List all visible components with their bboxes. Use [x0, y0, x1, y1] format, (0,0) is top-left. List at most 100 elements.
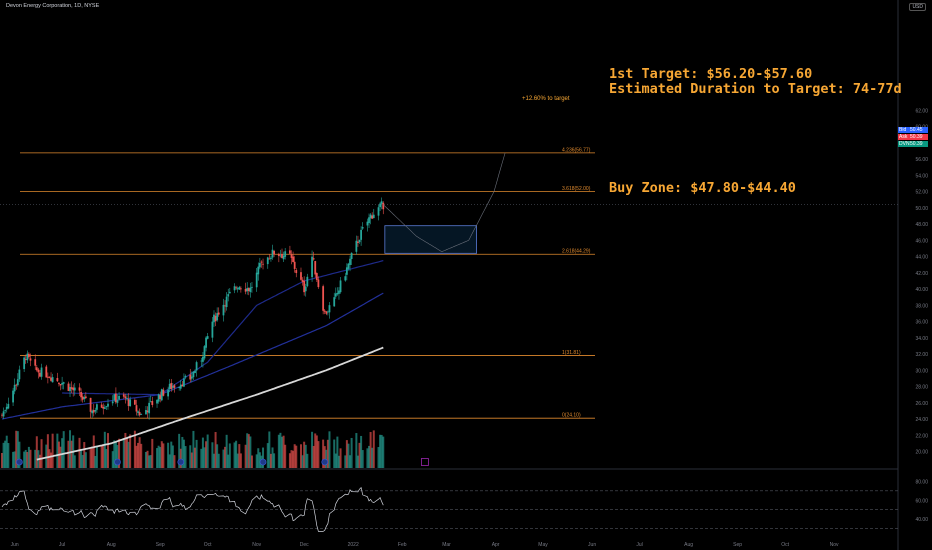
- volume-bar: [306, 453, 309, 468]
- candle-body: [358, 239, 361, 243]
- candle-body: [13, 384, 16, 392]
- volume-bar: [179, 448, 182, 468]
- volume-bar: [81, 455, 84, 468]
- rsi-tick-label: 40.00: [915, 517, 928, 523]
- volume-bar: [51, 433, 54, 468]
- volume-bar: [144, 451, 147, 468]
- volume-bar: [111, 451, 114, 468]
- candle-body: [372, 214, 375, 219]
- candle-body: [126, 397, 128, 399]
- volume-bar: [349, 455, 352, 468]
- candle-body: [179, 384, 182, 389]
- candle-body: [135, 405, 138, 412]
- candle-body: [124, 396, 127, 399]
- projection-path: [383, 152, 506, 253]
- volume-bar: [140, 443, 143, 468]
- volume-bar: [160, 441, 163, 468]
- candle-body: [62, 382, 65, 384]
- currency-badge[interactable]: USD: [909, 3, 926, 11]
- candle-body: [24, 359, 27, 360]
- volume-bar: [238, 444, 241, 468]
- volume-bar: [80, 450, 83, 468]
- y-tick-label: 54.00: [915, 173, 928, 179]
- volume-bar: [170, 441, 173, 468]
- volume-bar: [216, 444, 219, 468]
- fib-level-label: 1(31.81): [562, 350, 581, 356]
- candle-body: [58, 382, 60, 384]
- volume-bar: [124, 432, 127, 468]
- candle-body: [192, 371, 195, 378]
- candle-body: [228, 291, 231, 294]
- candle-body: [29, 358, 32, 361]
- volume-bar: [171, 445, 174, 468]
- y-tick-label: 32.00: [915, 352, 928, 358]
- volume-bar: [224, 446, 227, 468]
- candle-body: [129, 399, 132, 407]
- candle-body: [4, 409, 7, 411]
- volume-bar: [281, 436, 284, 468]
- ma-slow-line: [36, 346, 384, 461]
- candle-body: [349, 258, 351, 265]
- volume-bar: [73, 455, 76, 468]
- volume-bar: [356, 455, 359, 468]
- candle-body: [328, 305, 331, 313]
- candle-body: [213, 314, 215, 323]
- volume-bar: [127, 441, 130, 468]
- candle-body: [35, 367, 38, 371]
- volume-bar: [382, 436, 385, 468]
- candle-body: [266, 257, 269, 265]
- candle-body: [102, 406, 105, 409]
- volume-bar: [105, 449, 108, 468]
- candle-body: [146, 410, 149, 413]
- volume-bar: [91, 446, 94, 468]
- target-annotation: 1st Target: $56.20-$57.60: [609, 66, 813, 82]
- volume-bar: [113, 440, 116, 468]
- volume-bar: [194, 447, 197, 468]
- candle-body: [357, 241, 359, 243]
- volume-bar: [173, 455, 176, 468]
- volume-bar: [326, 439, 329, 468]
- volume-bar: [255, 454, 258, 468]
- candle-body: [37, 369, 40, 373]
- candle-body: [84, 396, 87, 398]
- volume-bar: [12, 451, 15, 468]
- candle-body: [2, 411, 5, 417]
- volume-bar: [92, 435, 95, 468]
- y-tick-label: 46.00: [915, 238, 928, 244]
- volume-bar: [311, 431, 314, 468]
- volume-bar: [217, 453, 220, 468]
- candle-body: [217, 312, 220, 315]
- volume-bar: [61, 438, 64, 468]
- volume-bar: [239, 453, 242, 468]
- candle-body: [151, 401, 154, 405]
- volume-bar: [269, 453, 272, 468]
- candle-body: [194, 370, 196, 374]
- candle-body: [40, 367, 43, 377]
- candle-body: [224, 305, 226, 307]
- candle-body: [50, 377, 52, 381]
- candle-body: [247, 288, 250, 292]
- percent-to-target-label: +12.60% to target: [522, 96, 570, 102]
- volume-bar: [190, 452, 193, 468]
- candle-body: [347, 263, 350, 269]
- candle-body: [178, 387, 181, 389]
- y-tick-label: 38.00: [915, 303, 928, 309]
- candle-body: [167, 389, 170, 397]
- volume-bar: [15, 430, 18, 468]
- candle-body: [238, 287, 241, 290]
- candle-body: [173, 385, 176, 388]
- candle-body: [137, 411, 139, 413]
- volume-bar: [304, 444, 307, 468]
- volume-bar: [225, 434, 228, 468]
- volume-bar: [114, 441, 117, 468]
- y-tick-label: 36.00: [915, 320, 928, 326]
- candle-body: [315, 272, 318, 280]
- volume-bar: [146, 450, 149, 468]
- candle-body: [81, 396, 84, 400]
- y-tick-label: 62.00: [915, 108, 928, 114]
- candle-body: [67, 383, 70, 391]
- volume-bar: [355, 433, 358, 468]
- candle-body: [7, 403, 10, 409]
- event-marker: [177, 458, 185, 466]
